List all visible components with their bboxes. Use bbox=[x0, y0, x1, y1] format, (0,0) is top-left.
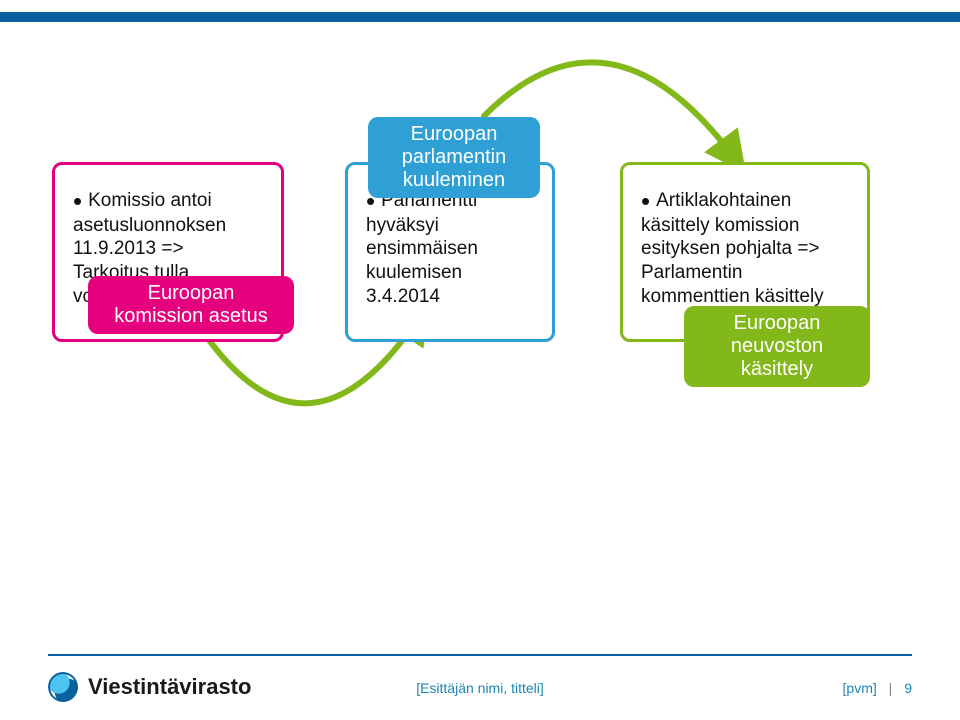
footer-presenter: [Esittäjän nimi, titteli] bbox=[0, 680, 960, 696]
footer-page-number: 9 bbox=[904, 680, 912, 696]
tag-neuvoston-kasittely: Euroopan neuvoston käsittely bbox=[684, 306, 870, 387]
slide: Komissio antoi asetusluonnoksen 11.9.201… bbox=[0, 0, 960, 720]
footer-date: [pvm] bbox=[843, 680, 877, 696]
tag-parlamentin-kuuleminen: Euroopan parlamentin kuuleminen bbox=[368, 117, 540, 198]
footer-rule bbox=[48, 654, 912, 656]
box-neuvosto-text: Artiklakohtainen käsittely komission esi… bbox=[641, 181, 849, 309]
footer-right: [pvm] | 9 bbox=[843, 680, 912, 696]
footer-separator: | bbox=[889, 680, 893, 696]
top-accent-bar bbox=[0, 12, 960, 22]
tag-komission-asetus: Euroopan komission asetus bbox=[88, 276, 294, 334]
box-parlamentti-text: Parlamentti hyväksyi ensimmäisen kuulemi… bbox=[366, 181, 534, 309]
